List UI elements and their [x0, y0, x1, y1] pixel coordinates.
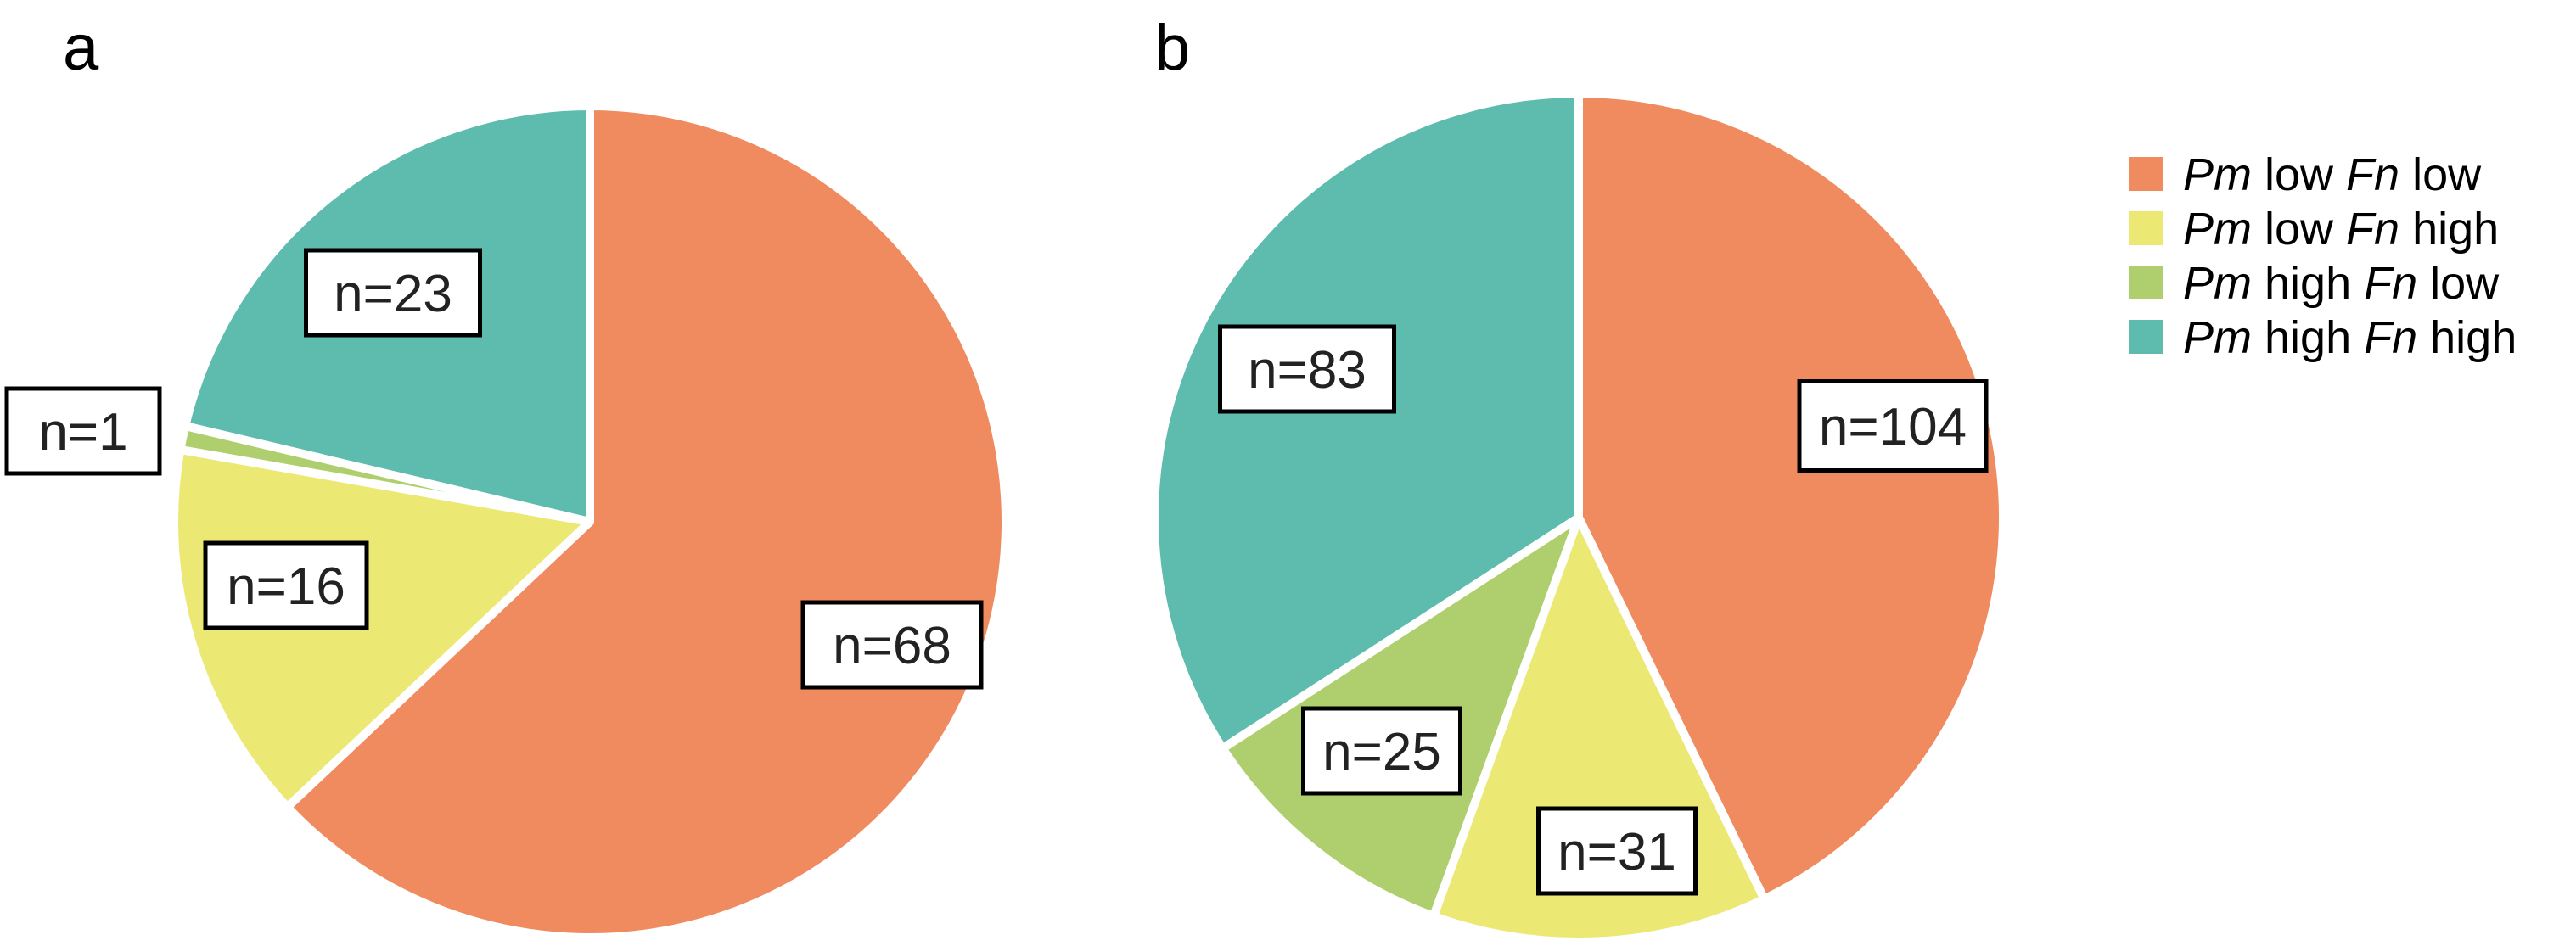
- pie-a-label-box-pm-low-fn-low: [800, 600, 984, 690]
- legend-swatch-1: [2129, 211, 2163, 245]
- panel-label-b: b: [1154, 12, 1190, 84]
- pie-b-data-label-pm-low-fn-high: n=31: [1557, 823, 1676, 882]
- pie-b-label-box-pm-high-fn-low: [1301, 706, 1462, 796]
- pie-a-data-label-pm-high-fn-low: n=1: [38, 403, 127, 462]
- pie-a-slice-pm-low-fn-high: [170, 445, 594, 812]
- pie-b-label-box-pm-low-fn-low: [1797, 379, 1989, 473]
- legend-label-2: Pm high Fn low: [2183, 258, 2500, 309]
- legend-label-3: Pm high Fn high: [2183, 312, 2517, 363]
- pie-b-data-label-pm-high-fn-high: n=83: [1248, 341, 1367, 400]
- pie-b-slice-pm-low-fn-low: [1574, 89, 2007, 904]
- legend-swatch-0: [2129, 157, 2163, 191]
- pie-a: n=68 n=16 n=1 n=23: [4, 102, 1010, 942]
- pie-a-label-box-pm-high-fn-low: [4, 386, 162, 476]
- pie-b-data-label-pm-low-fn-low: n=104: [1819, 398, 1967, 456]
- panel-label-a: a: [63, 12, 99, 84]
- pie-a-label-box-pm-low-fn-high: [203, 540, 369, 630]
- pie-b: n=104 n=31 n=25 n=83: [1150, 89, 2007, 946]
- legend-label-0: Pm low Fn low: [2183, 149, 2482, 200]
- legend-swatch-3: [2129, 320, 2163, 354]
- pie-b-label-box-pm-high-fn-high: [1218, 324, 1396, 414]
- legend-label-1: Pm low Fn high: [2183, 204, 2499, 255]
- pie-a-data-label-pm-low-fn-high: n=16: [227, 557, 345, 616]
- pie-b-slice-pm-high-fn-high: [1150, 89, 1583, 753]
- pie-a-data-label-pm-high-fn-high: n=23: [334, 265, 452, 323]
- pie-a-label-box-pm-high-fn-high: [304, 248, 482, 338]
- pie-b-data-label-pm-high-fn-low: n=25: [1322, 723, 1441, 781]
- pie-b-label-box-pm-low-fn-high: [1536, 806, 1698, 896]
- pie-a-data-label-pm-low-fn-low: n=68: [833, 617, 951, 675]
- legend-swatch-2: [2129, 266, 2163, 299]
